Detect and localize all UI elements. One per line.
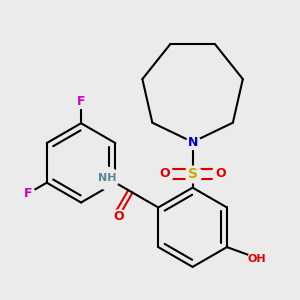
Text: NH: NH bbox=[98, 173, 116, 183]
Text: OH: OH bbox=[247, 254, 266, 264]
Text: F: F bbox=[24, 187, 32, 200]
Text: S: S bbox=[188, 167, 198, 181]
Text: N: N bbox=[188, 136, 198, 148]
Text: O: O bbox=[113, 210, 124, 223]
Text: O: O bbox=[160, 167, 170, 180]
Text: F: F bbox=[77, 95, 85, 108]
Text: O: O bbox=[215, 167, 226, 180]
